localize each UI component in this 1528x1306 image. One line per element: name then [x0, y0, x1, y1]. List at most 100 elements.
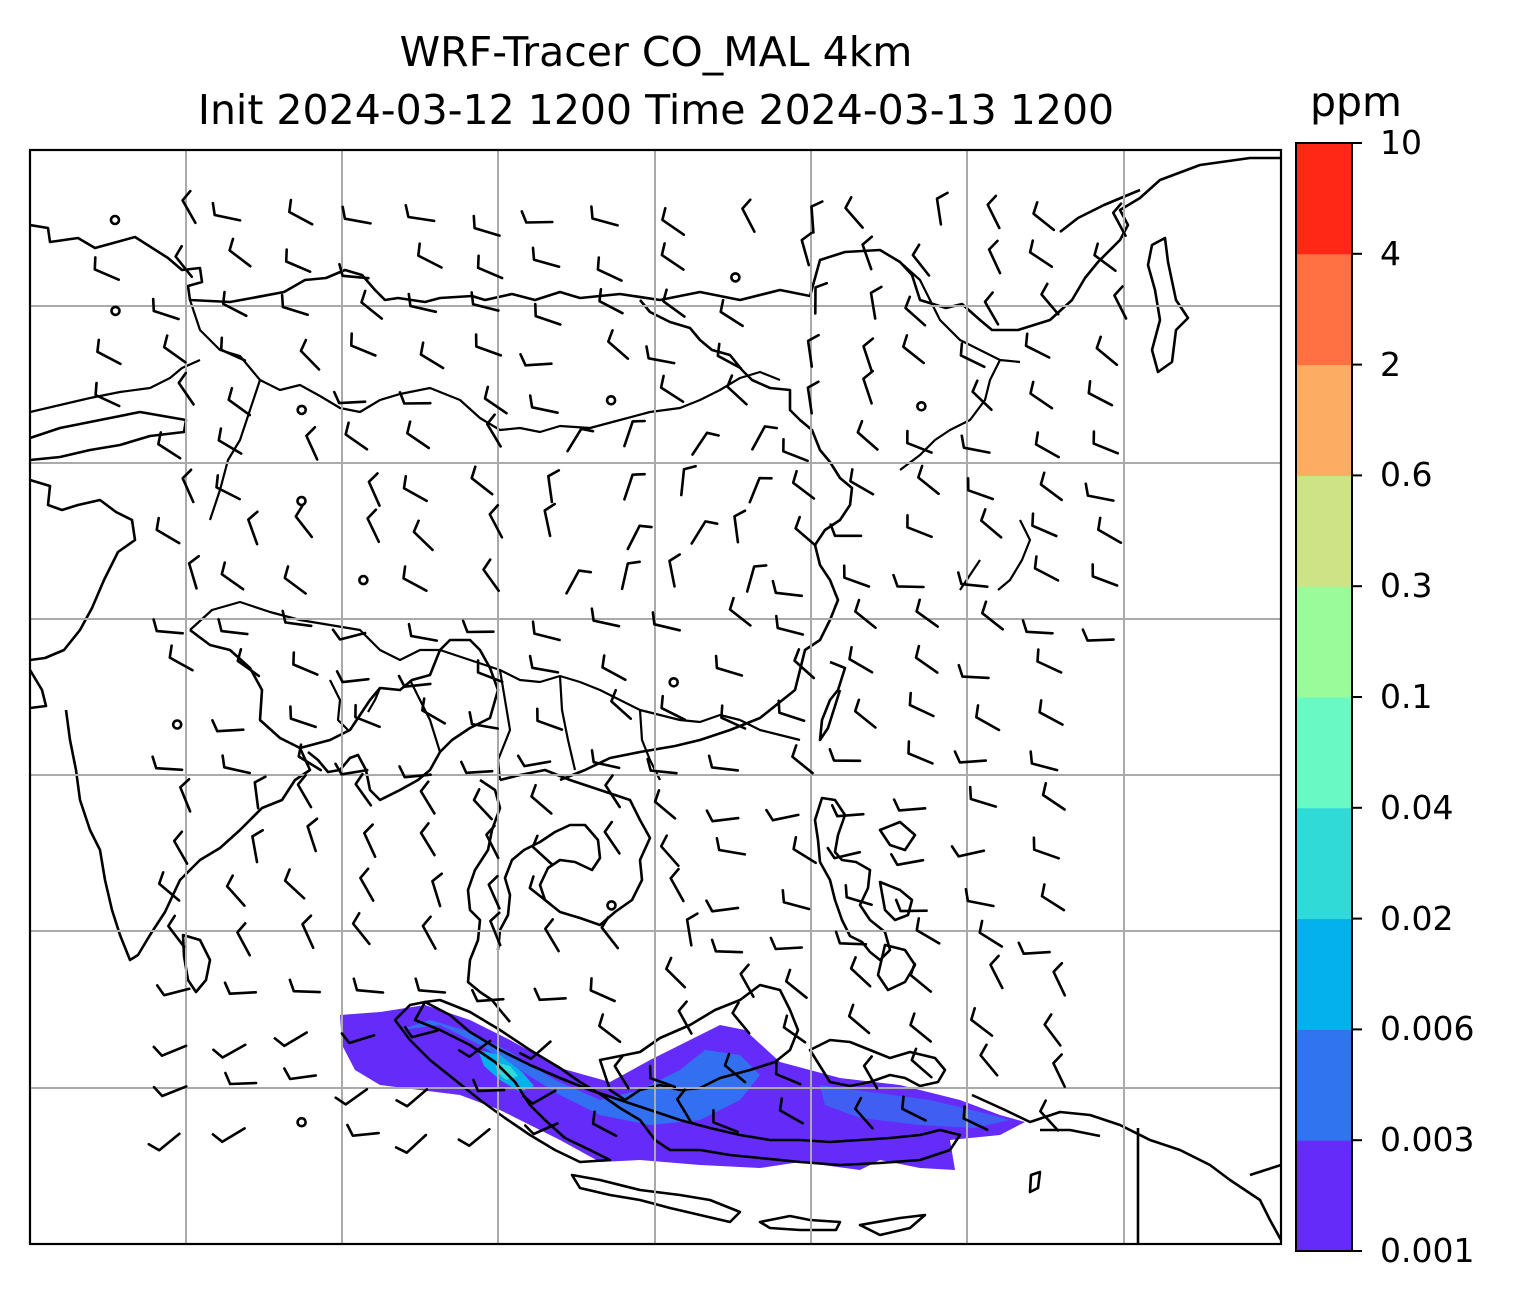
wind-barb: [398, 391, 432, 405]
calm-marker: [916, 400, 927, 412]
wind-barb: [1029, 380, 1054, 410]
wind-barb: [613, 1055, 630, 1090]
wind-barb: [861, 235, 874, 271]
wind-barb: [590, 607, 621, 628]
wind-barb: [155, 516, 181, 545]
wind-barb: [610, 688, 632, 720]
wind-barb: [600, 916, 620, 950]
wind-barb: [482, 558, 500, 592]
wind-barb: [96, 338, 122, 366]
wind-barb: [604, 774, 621, 809]
wind-barb: [224, 1071, 258, 1086]
wind-barb: [421, 915, 437, 950]
wind-barb: [590, 205, 619, 227]
wind-barb: [662, 288, 686, 318]
wind-barb: [894, 898, 928, 913]
wind-barb: [228, 237, 252, 268]
wind-barb: [774, 1060, 802, 1086]
wind-barb: [402, 475, 428, 503]
wind-barb: [1032, 201, 1056, 232]
wind-barb: [668, 553, 681, 588]
wind-barb: [519, 1040, 552, 1061]
wind-barb: [917, 464, 940, 496]
wind-barb: [731, 1001, 751, 1035]
wind-barb: [829, 523, 863, 538]
wind-barb: [472, 788, 493, 821]
wind-barb: [660, 242, 685, 271]
colorbar-units: ppm: [1310, 78, 1402, 126]
wind-barb: [784, 968, 808, 999]
wind-barb: [834, 930, 868, 946]
wind-barb: [533, 987, 567, 1002]
wind-barb: [395, 1088, 429, 1108]
wind-barb: [217, 618, 249, 636]
wind-barb: [915, 598, 939, 628]
wind-barb: [970, 1007, 994, 1037]
wind-barb: [1084, 482, 1115, 502]
wind-barb: [775, 614, 805, 636]
wind-barb: [677, 1000, 693, 1035]
wind-barb: [676, 1088, 692, 1123]
wind-barb: [1111, 202, 1127, 237]
calm-marker: [358, 574, 369, 586]
wind-barb: [487, 874, 501, 910]
wind-barb: [331, 628, 367, 641]
colorbar-segment: [1296, 364, 1352, 476]
wind-barb: [457, 1039, 492, 1058]
wind-barb: [975, 704, 1001, 732]
country-borders: [30, 261, 1032, 781]
wind-barb: [959, 342, 986, 369]
wind-barb: [989, 954, 1004, 990]
wind-barb: [472, 1078, 506, 1093]
wind-barb: [849, 468, 875, 496]
wind-barb: [474, 333, 503, 357]
wind-barb: [781, 889, 811, 911]
wind-barb: [522, 1089, 557, 1105]
wind-barb: [964, 887, 995, 908]
wind-barb: [862, 1055, 879, 1090]
wind-barb: [344, 421, 369, 451]
wind-barb: [1091, 563, 1119, 587]
map-title-line2: Init 2024-03-12 1200 Time 2024-03-13 120…: [197, 86, 1115, 134]
wind-barb: [333, 390, 367, 405]
wind-barb: [1087, 380, 1114, 407]
wind-barb: [470, 291, 500, 312]
wind-barb: [1095, 335, 1119, 367]
wind-barb: [665, 956, 687, 989]
wind-barb: [828, 748, 862, 763]
colorbar-segment: [1296, 475, 1352, 587]
wind-barb: [531, 246, 561, 268]
wind-barb: [431, 872, 444, 908]
wind-barb: [470, 465, 494, 496]
wind-barb: [1040, 883, 1066, 912]
wind-barb: [221, 754, 251, 775]
calm-marker: [171, 719, 183, 730]
colorbar-tick-label: 0.6: [1380, 455, 1433, 495]
calm-wind-markers: [109, 214, 927, 1128]
wind-barb: [544, 918, 560, 953]
wind-barb: [844, 196, 864, 229]
wind-barb: [849, 956, 872, 988]
wind-barb: [421, 697, 447, 725]
wind-barb: [1093, 242, 1117, 272]
wind-barb: [906, 429, 933, 454]
wind-barb: [957, 571, 989, 588]
wind-barb: [1036, 648, 1063, 674]
colorbar: [1295, 142, 1362, 1252]
wind-barb: [476, 254, 504, 280]
wind-barb: [909, 1012, 932, 1043]
wind-barb: [844, 884, 873, 906]
colorbar-tick-label: 0.3: [1380, 566, 1433, 606]
wind-barb: [457, 1128, 491, 1147]
wind-barb: [363, 823, 377, 858]
wind-barb: [848, 646, 874, 674]
wind-barb: [1031, 512, 1058, 538]
wind-barb: [528, 394, 559, 414]
wind-barb: [723, 1052, 747, 1084]
wind-barb: [968, 785, 998, 808]
wind-barb: [598, 288, 624, 315]
wind-barb: [1040, 282, 1060, 316]
wind-barb: [1043, 1013, 1062, 1047]
wind-barb: [288, 978, 321, 994]
wind-barb: [1039, 1099, 1060, 1132]
